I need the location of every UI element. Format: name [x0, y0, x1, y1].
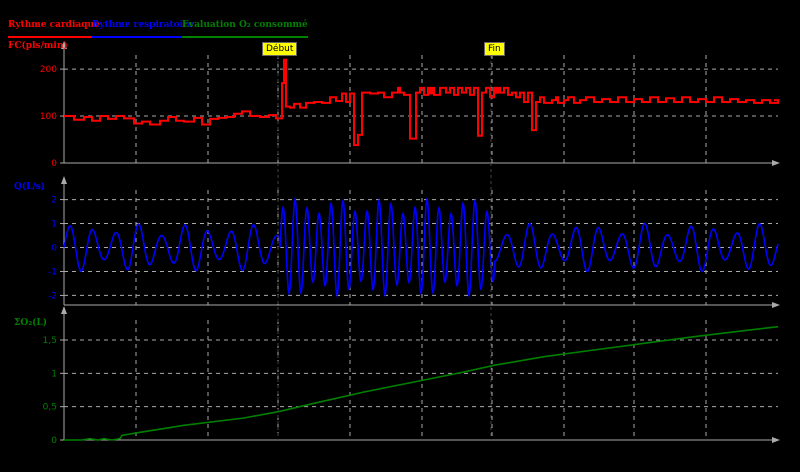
marker-start: Début	[262, 42, 298, 56]
legend-o2: Evaluation O₂ consommé	[182, 20, 308, 38]
legend-heart-label: Rythme cardiaque	[8, 20, 100, 30]
resp-ylabel: Q(L/s)	[14, 182, 46, 192]
o2-ytick-label: 1	[51, 369, 57, 379]
resp-ytick-label: 1	[51, 220, 57, 230]
o2-series-line	[64, 325, 779, 441]
legend-resp: Rythme respiratoire	[92, 20, 194, 38]
heart-ylabel: FC(pls/min)	[8, 41, 68, 51]
resp-ytick-label: 0	[51, 244, 57, 254]
heart-ytick-label: 200	[40, 65, 57, 75]
resp-series-line	[63, 196, 779, 299]
o2-ytick-label: 0	[51, 436, 57, 446]
o2-ytick-label: 0,5	[43, 403, 57, 413]
resp-x-arrow	[772, 302, 780, 308]
legend-resp-line	[92, 36, 194, 38]
legend-o2-label: Evaluation O₂ consommé	[182, 20, 308, 30]
heart-ytick-label: 0	[51, 159, 57, 169]
heart-y-arrow	[61, 41, 67, 49]
legend-o2-line	[182, 36, 308, 38]
resp-panel: -2 -1 0 1 2	[48, 176, 780, 308]
legend-resp-label: Rythme respiratoire	[92, 20, 194, 30]
heart-ytick-label: 100	[40, 112, 57, 122]
o2-x-arrow	[772, 437, 780, 443]
resp-ytick-label: -2	[48, 291, 57, 301]
heart-panel: 0 100 200	[40, 41, 780, 169]
resp-ytick-label: 2	[51, 196, 57, 206]
o2-panel: 0 0,5 1 1,5	[43, 306, 780, 446]
o2-ytick-label: 1,5	[43, 336, 57, 346]
heart-x-arrow	[772, 160, 780, 166]
legend-heart: Rythme cardiaque	[8, 20, 100, 38]
o2-y-arrow	[61, 306, 67, 314]
marker-end: Fin	[484, 42, 505, 56]
legend-heart-line	[8, 36, 100, 38]
resp-ytick-label: -1	[48, 267, 57, 277]
resp-y-arrow	[61, 176, 67, 184]
heart-series-line	[64, 58, 779, 147]
o2-ylabel: ΣO₂(L)	[14, 318, 47, 328]
